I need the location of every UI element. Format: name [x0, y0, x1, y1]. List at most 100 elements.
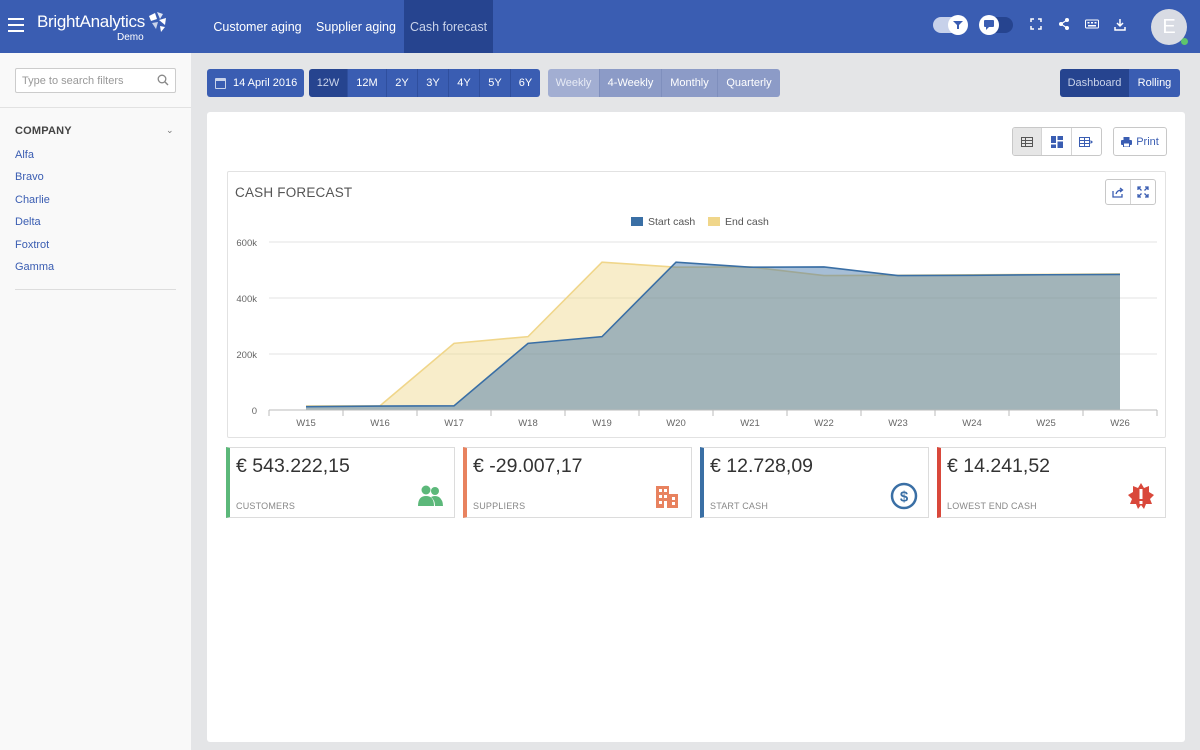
legend-label[interactable]: Start cash — [648, 216, 695, 228]
chart-grid: 0 200k 400k 600k — [236, 238, 1157, 417]
chart-areas — [305, 261, 1121, 410]
kpi-value: € 12.728,09 — [710, 455, 814, 477]
x-tick-label: W19 — [592, 418, 612, 429]
range-6y-button[interactable]: 6Y — [511, 69, 540, 97]
x-tick-label: W16 — [370, 418, 390, 429]
fullscreen-icon[interactable] — [1028, 18, 1044, 34]
company-item-alfa[interactable]: Alfa — [15, 149, 34, 161]
y-tick-label: 0 — [252, 406, 257, 417]
brand[interactable]: BrightAnalytics Demo — [37, 12, 145, 43]
range-12w-button[interactable]: 12W — [309, 69, 348, 97]
company-item-delta[interactable]: Delta — [15, 216, 41, 228]
export-icon[interactable] — [1106, 180, 1131, 204]
kpi-suppliers[interactable]: € -29.007,17 SUPPLIERS — [463, 447, 692, 518]
kpi-value: € 543.222,15 — [236, 455, 350, 477]
x-tick-label: W21 — [740, 418, 760, 429]
company-item-bravo[interactable]: Bravo — [15, 171, 44, 183]
end-cash-area — [306, 262, 1120, 410]
mode-rolling-button[interactable]: Rolling — [1129, 69, 1180, 97]
print-button[interactable]: Print — [1113, 127, 1167, 156]
x-tick-label: W23 — [888, 418, 908, 429]
tab-cash-forecast[interactable]: Cash forecast — [404, 0, 493, 53]
period-monthly-button[interactable]: Monthly — [662, 69, 718, 97]
mode-selector: Dashboard Rolling — [1060, 69, 1180, 97]
brand-subtitle: Demo — [117, 32, 144, 43]
chart-card — [227, 171, 1166, 438]
range-selector: 12W 12M 2Y 3Y 4Y 5Y 6Y — [309, 69, 540, 97]
online-status-dot — [1181, 38, 1188, 45]
legend-swatch — [631, 217, 643, 226]
sidebar: COMPANY ⌄ Alfa Bravo Charlie Delta Foxtr… — [0, 53, 191, 750]
range-5y-button[interactable]: 5Y — [480, 69, 511, 97]
search-icon[interactable] — [157, 74, 169, 86]
range-3y-button[interactable]: 3Y — [418, 69, 449, 97]
date-label: 14 April 2016 — [233, 77, 298, 89]
kpi-customers[interactable]: € 543.222,15 CUSTOMERS — [226, 447, 455, 518]
x-tick-label: W15 — [296, 418, 316, 429]
mode-dashboard-button[interactable]: Dashboard — [1060, 69, 1129, 97]
tab-customer-aging[interactable]: Customer aging — [213, 19, 302, 34]
chart-legend: Start cash End cash — [631, 216, 769, 228]
filter-search-input[interactable] — [16, 69, 146, 92]
x-tick-label: W25 — [1036, 418, 1056, 429]
chart-title: CASH FORECAST — [235, 185, 353, 200]
x-tick-label: W24 — [962, 418, 982, 429]
chart-actions — [1105, 179, 1156, 205]
filter-icon — [948, 15, 968, 35]
range-12m-button[interactable]: 12M — [348, 69, 387, 97]
calendar-icon — [215, 77, 226, 89]
alert-icon — [1128, 483, 1154, 509]
comment-icon — [979, 15, 999, 35]
kpi-value: € -29.007,17 — [473, 455, 583, 477]
kpi-label: SUPPLIERS — [473, 501, 526, 511]
download-icon[interactable] — [1112, 18, 1128, 34]
printer-icon — [1121, 136, 1133, 147]
table-view-icon[interactable] — [1013, 128, 1043, 155]
dashboard-view-icon[interactable] — [1042, 128, 1072, 155]
filter-toggle[interactable] — [933, 15, 968, 35]
keyboard-icon[interactable] — [1084, 18, 1100, 34]
kpi-value: € 14.241,52 — [947, 455, 1051, 477]
expand-icon[interactable] — [1131, 180, 1155, 204]
legend-swatch — [708, 217, 720, 226]
filter-search-box — [15, 68, 176, 93]
company-item-charlie[interactable]: Charlie — [15, 194, 50, 206]
x-tick-label: W17 — [444, 418, 464, 429]
start-cash-line — [305, 261, 1121, 408]
legend-label[interactable]: End cash — [725, 216, 769, 228]
divider — [0, 107, 191, 108]
period-quarterly-button[interactable]: Quarterly — [718, 69, 780, 97]
period-4weekly-button[interactable]: 4-Weekly — [600, 69, 662, 97]
menu-icon[interactable] — [8, 18, 24, 32]
x-tick-label: W18 — [518, 418, 538, 429]
x-tick-label: W26 — [1110, 418, 1130, 429]
tab-supplier-aging[interactable]: Supplier aging — [316, 19, 396, 34]
x-tick-label: W20 — [666, 418, 686, 429]
range-4y-button[interactable]: 4Y — [449, 69, 480, 97]
company-item-gamma[interactable]: Gamma — [15, 261, 55, 273]
building-icon — [656, 486, 678, 508]
company-filter-title[interactable]: COMPANY — [15, 125, 72, 137]
y-tick-label: 200k — [236, 350, 257, 361]
print-label: Print — [1136, 135, 1159, 148]
kpi-lowest-end-cash[interactable]: € 14.241,52 LOWEST END CASH — [937, 447, 1166, 518]
start-cash-area — [306, 262, 1120, 410]
y-tick-label: 600k — [236, 238, 257, 249]
range-2y-button[interactable]: 2Y — [387, 69, 418, 97]
logo-icon — [149, 12, 166, 32]
period-weekly-button[interactable]: Weekly — [548, 69, 600, 97]
chevron-down-icon[interactable]: ⌄ — [166, 125, 174, 135]
pivot-view-icon[interactable] — [1072, 128, 1101, 155]
view-switcher — [1012, 127, 1102, 156]
brand-name: BrightAnalytics — [37, 12, 145, 31]
company-item-foxtrot[interactable]: Foxtrot — [15, 239, 50, 251]
date-picker-button[interactable]: 14 April 2016 — [207, 69, 304, 97]
comment-toggle[interactable] — [979, 15, 1013, 35]
chart-axis: W15 W16 W17 W18 W19 W20 W21 W22 W23 W24 W25 W26 — [268, 409, 1158, 429]
kpi-start-cash[interactable]: € 12.728,09 START CASH $ — [700, 447, 929, 518]
share-icon[interactable] — [1056, 18, 1072, 34]
dollar-icon: $ — [890, 482, 918, 510]
x-tick-label: W22 — [814, 418, 834, 429]
y-tick-label: 400k — [236, 294, 257, 305]
